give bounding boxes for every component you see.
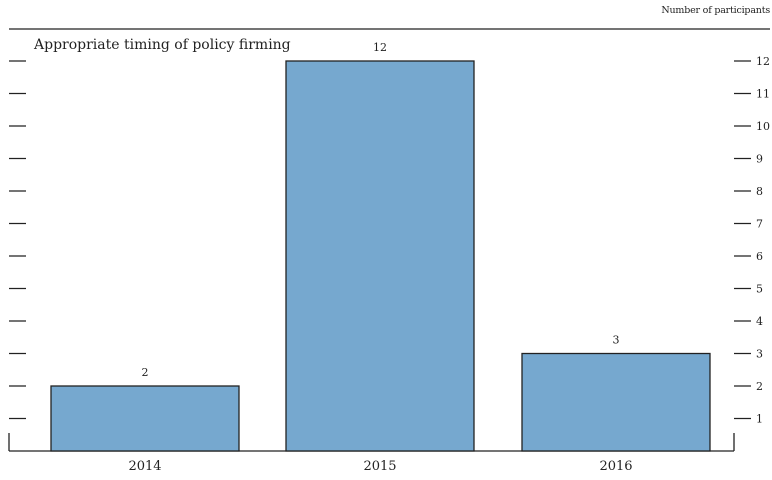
y-tick-label: 4 bbox=[756, 315, 763, 328]
data-label-2015: 12 bbox=[373, 41, 387, 54]
data-label-2016: 3 bbox=[613, 334, 620, 347]
y-tick-label: 6 bbox=[756, 250, 763, 263]
y-tick-label: 7 bbox=[756, 218, 763, 231]
bar-2015 bbox=[285, 60, 475, 452]
y-tick-label: 10 bbox=[756, 120, 770, 133]
x-tick-label-2015: 2015 bbox=[363, 459, 396, 474]
bar-2016 bbox=[521, 352, 711, 452]
y-tick-label: 1 bbox=[756, 413, 763, 426]
bar-2014 bbox=[50, 385, 240, 452]
x-tick-label-2016: 2016 bbox=[599, 459, 632, 474]
y-tick-label: 11 bbox=[756, 88, 770, 101]
y-tick-label: 12 bbox=[756, 55, 770, 68]
y-tick-label: 9 bbox=[756, 153, 763, 166]
y-tick-label: 8 bbox=[756, 185, 763, 198]
y-tick-label: 3 bbox=[756, 348, 763, 361]
unit-label: Number of participants bbox=[661, 5, 770, 16]
y-tick-label: 5 bbox=[756, 283, 763, 296]
x-tick-label-2014: 2014 bbox=[128, 459, 161, 474]
chart-title: Appropriate timing of policy firming bbox=[34, 37, 291, 53]
y-tick-label: 2 bbox=[756, 380, 763, 393]
data-label-2014: 2 bbox=[142, 366, 149, 379]
